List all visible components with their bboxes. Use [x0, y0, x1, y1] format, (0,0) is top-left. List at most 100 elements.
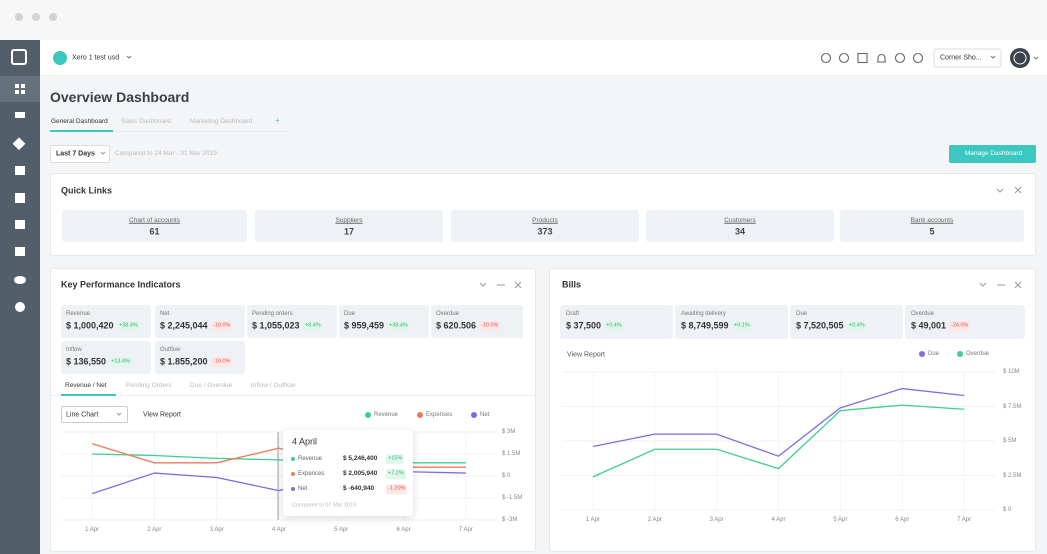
store-select: Corner Sho... — [940, 54, 982, 62]
x-tick-label: 5 Apr — [833, 517, 848, 523]
legend-swatch — [417, 412, 423, 418]
quick-link-label[interactable]: Customers — [724, 216, 756, 224]
kpi-tab[interactable]: Revenue / Net — [65, 381, 107, 389]
kpi-label: Overdue — [436, 311, 460, 317]
x-tick-label: 3 Apr — [709, 517, 724, 523]
series-line — [592, 404, 965, 478]
kpi-tile — [61, 341, 151, 374]
kpi-value: $ 1,055,023 — [252, 320, 300, 331]
tooltip-value: $ -640,940 — [343, 484, 375, 492]
view-report[interactable]: View Report — [567, 351, 606, 359]
kpi-tile — [339, 305, 429, 338]
bills-value: $ 8,749,599 — [681, 320, 729, 331]
x-tick-label: 7 Apr — [458, 527, 473, 533]
view-report[interactable]: View Report — [143, 411, 182, 419]
dashboard-tab[interactable]: General Dashboard — [51, 117, 108, 125]
x-tick-label: 6 Apr — [895, 517, 910, 523]
kpi-tab[interactable]: Inflow / Outflow — [251, 381, 296, 389]
kpi-tab[interactable]: Due / Overdue — [190, 381, 233, 389]
quick-link-label[interactable]: Bank accounts — [910, 216, 954, 224]
y-tick-label: $ 1.5M — [502, 451, 521, 457]
chart-type-label: Line Chart — [66, 411, 99, 419]
legend-label: Net — [480, 412, 490, 418]
legend-label: Due — [928, 351, 940, 357]
period-select[interactable] — [50, 145, 110, 163]
x-tick-label: 3 Apr — [209, 527, 224, 533]
y-tick-label: $ 10M — [1003, 369, 1020, 375]
bills-value: $ 49,001 — [911, 320, 947, 331]
top-icons — [53, 48, 1039, 68]
page-title: Overview Dashboard — [50, 89, 190, 105]
kpi-value: $ 1,000,420 — [66, 320, 114, 331]
dashboard-tab[interactable]: Marketing Dashboard — [190, 117, 253, 125]
change-badge: +0.4% — [847, 321, 867, 331]
kpi-label: Due — [344, 311, 356, 317]
window-dots — [15, 13, 57, 21]
x-tick-label: 5 Apr — [334, 527, 349, 533]
x-tick-label: 2 Apr — [147, 527, 162, 533]
tab-underline — [50, 130, 113, 132]
change-badge: -24.0% — [949, 321, 971, 331]
dashboard-tab[interactable]: Sales Dashboard — [121, 117, 171, 125]
chart-tooltip: 4 April Revenue $ 5,246,400 +15% Expences $ 2… — [283, 430, 413, 516]
change-badge: +15% — [386, 454, 405, 464]
quick-link-tile — [62, 210, 247, 242]
bills-value: $ 37,500 — [566, 320, 602, 331]
card-title: Quick Links — [61, 185, 113, 196]
period-select-label: Last 7 Days — [56, 150, 95, 158]
manage-button[interactable] — [949, 145, 1036, 163]
card-title: Bills — [562, 279, 582, 290]
bills-label: Draft — [566, 311, 580, 317]
change-badge: +7.2% — [386, 469, 406, 479]
tooltip-date: 4 April — [292, 436, 318, 447]
kpi-label: Net — [160, 311, 170, 317]
kpi-tab-underline — [61, 394, 116, 396]
quick-link-label[interactable]: Suppliers — [335, 216, 363, 224]
org-name: Xero 1 test usd — [72, 54, 120, 62]
quick-link-label[interactable]: Chart of accounts — [129, 216, 180, 224]
kpi-tab[interactable]: Pending Orders — [126, 381, 172, 389]
card-title: Key Performance Indicators — [61, 279, 181, 290]
y-tick-label: $ 3M — [502, 429, 516, 435]
chart-type-select[interactable] — [61, 406, 128, 423]
series-line — [592, 387, 965, 457]
y-tick-label: $ 7.5M — [1003, 403, 1022, 410]
change-badge: +13.4% — [109, 357, 132, 367]
y-tick-label: $ 0 — [502, 473, 511, 479]
y-tick-label: $ 5M — [1003, 438, 1017, 444]
quick-link-tile — [646, 210, 834, 242]
top-bar — [40, 40, 1047, 76]
legend-swatch — [471, 412, 477, 418]
y-tick-label: $ -1.5M — [502, 495, 523, 501]
sidebar-icons — [0, 49, 40, 312]
tooltip-name: Net — [298, 486, 308, 492]
y-tick-label: $ 0 — [1003, 507, 1012, 513]
bills-tile — [675, 305, 788, 339]
sidebar — [0, 40, 40, 554]
change-badge: -10.0% — [211, 357, 233, 367]
change-badge: +0.1% — [732, 321, 752, 331]
quick-link-label[interactable]: Products — [532, 216, 558, 224]
tooltip-value: $ 2,005,940 — [343, 469, 378, 477]
x-tick-label: 4 Apr — [771, 517, 786, 523]
add-tab[interactable]: + — [275, 116, 280, 125]
quick-link-tile — [451, 210, 639, 242]
tooltip-swatch — [291, 457, 295, 461]
tab-rule — [50, 131, 290, 132]
change-badge: +38.4% — [117, 321, 140, 331]
legend-label: Revenue — [374, 412, 399, 418]
y-tick-label: $ -3M — [502, 517, 518, 523]
bills-label: Due — [796, 311, 808, 317]
x-tick-label: 6 Apr — [396, 527, 411, 533]
quick-link-value: 5 — [929, 226, 935, 237]
bills-tile — [790, 305, 903, 339]
legend-label: Expenses — [426, 412, 453, 418]
kpi-label: Revenue — [66, 311, 91, 317]
legend-swatch — [365, 412, 371, 418]
tooltip-name: Revenue — [298, 456, 323, 462]
x-tick-label: 1 Apr — [585, 517, 600, 523]
legend-swatch — [957, 351, 963, 357]
y-tick-label: $ 2.5M — [1003, 472, 1022, 479]
